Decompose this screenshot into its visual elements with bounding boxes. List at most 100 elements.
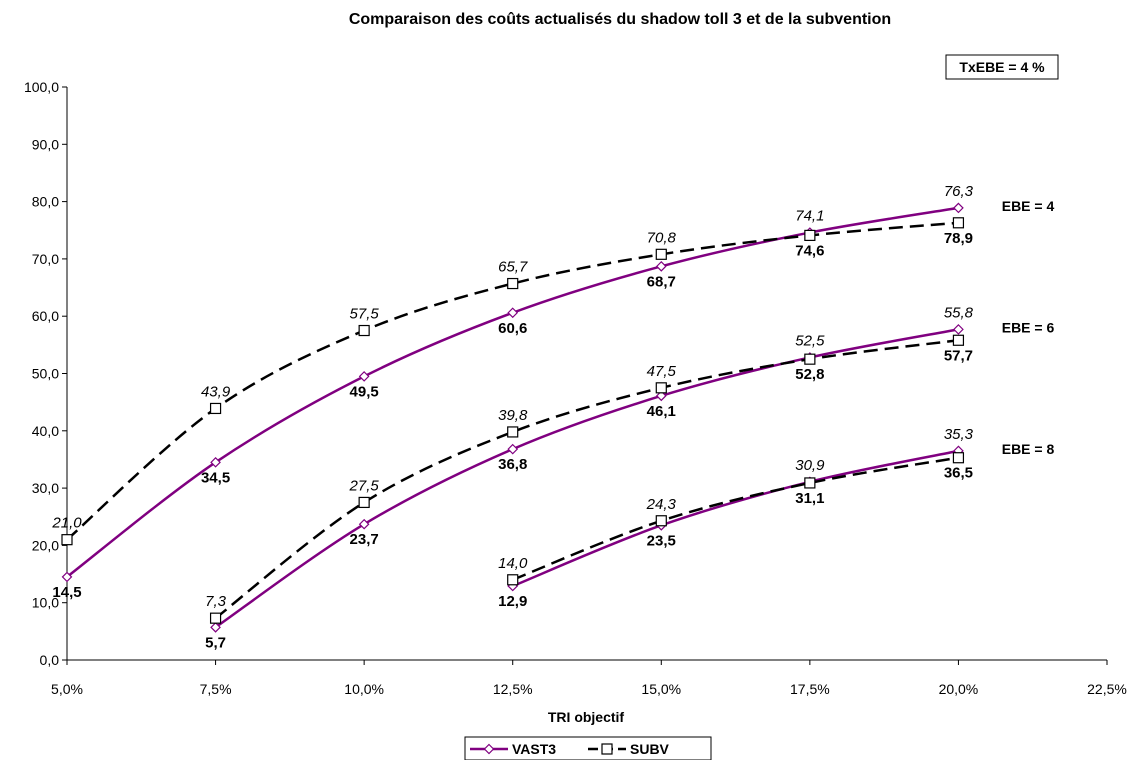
- vast3-point: [210, 456, 221, 468]
- vast3-data-label: 5,7: [205, 634, 226, 651]
- vast3-point: [655, 261, 667, 272]
- y-tick-label: 100,0: [24, 79, 59, 95]
- subv-point: [952, 217, 965, 229]
- subv-point: [655, 515, 667, 527]
- subv-data-label: 27,5: [349, 477, 380, 494]
- subv-data-label: 55,8: [944, 304, 974, 321]
- x-tick-label: 22,5%: [1087, 681, 1127, 697]
- group-labels: EBE = 4 EBE = 6 EBE = 8: [1002, 198, 1055, 457]
- y-tick-label: 80,0: [32, 194, 59, 210]
- x-tick-label: 20,0%: [939, 681, 979, 697]
- x-axis-title: TRI objectif: [548, 709, 625, 725]
- txebe-box: [945, 54, 1059, 80]
- series-line-subv-ebe-8: [512, 456, 959, 581]
- subv-data-label: 30,9: [795, 457, 825, 474]
- axes: 0,0 10,0 20,0 30,0 40,0 50,0 60,0 70,0 80,0 90,0 1…: [24, 79, 1127, 697]
- vast3-data-label: 46,1: [647, 403, 676, 420]
- subv-data-label: 65,7: [498, 259, 528, 276]
- subv-point: [507, 277, 519, 290]
- data-labels: 14,5 34,5 49,5 60,6 68,7 74,6 78,9 21,0 43,9 57,5…: [51, 183, 973, 651]
- y-tick-label: 50,0: [32, 366, 59, 382]
- vast3-data-label: 57,7: [944, 347, 973, 364]
- vast3-data-label: 52,8: [795, 366, 824, 383]
- subv-data-label: 21,0: [51, 515, 82, 532]
- y-tick-label: 40,0: [32, 423, 59, 439]
- vast3-data-label: 23,7: [350, 531, 379, 548]
- group-label: EBE = 6: [1002, 319, 1055, 335]
- vast3-data-label: 23,5: [647, 532, 676, 549]
- vast3-point: [507, 443, 519, 455]
- subv-point: [952, 452, 965, 464]
- vast3-point: [953, 324, 964, 335]
- data-markers: [61, 202, 965, 633]
- subv-point: [952, 334, 965, 346]
- y-tick-label: 30,0: [32, 480, 59, 496]
- legend-label-vast3: VAST3: [512, 741, 556, 757]
- subv-data-label: 35,3: [944, 426, 974, 443]
- subv-point: [358, 324, 370, 337]
- vast3-data-label: 12,9: [498, 593, 527, 610]
- vast3-data-label: 68,7: [647, 273, 676, 290]
- subv-data-label: 47,5: [647, 363, 677, 380]
- subv-point: [507, 426, 519, 438]
- vast3-point: [358, 518, 370, 530]
- chart-title: Comparaison des coûts actualisés du shad…: [349, 11, 891, 28]
- group-label: EBE = 4: [1002, 198, 1055, 214]
- vast3-data-label: 74,6: [795, 242, 824, 259]
- vast3-point: [210, 621, 221, 633]
- legend-label-subv: SUBV: [630, 741, 670, 757]
- legend-marker-vast3: [483, 743, 495, 755]
- y-tick-label: 10,0: [32, 595, 59, 611]
- y-tick-label: 70,0: [32, 251, 59, 267]
- subv-point: [804, 353, 816, 365]
- txebe-label: TxEBE = 4 %: [959, 59, 1045, 75]
- vast3-data-label: 78,9: [944, 230, 973, 247]
- x-tick-label: 7,5%: [200, 681, 232, 697]
- subv-data-label: 70,8: [647, 229, 677, 246]
- vast3-point: [507, 307, 519, 319]
- vast3-data-label: 49,5: [350, 383, 379, 400]
- series-line-subv-ebe-6: [214, 339, 959, 620]
- x-tick-label: 10,0%: [344, 681, 384, 697]
- y-tick-label: 0,0: [40, 652, 60, 668]
- legend: VAST3 SUBV: [464, 736, 712, 760]
- vast3-data-label: 36,5: [944, 465, 973, 482]
- subv-data-label: 39,8: [498, 407, 528, 424]
- y-tick-label: 90,0: [32, 136, 59, 152]
- subv-data-label: 76,3: [944, 183, 974, 200]
- legend-marker-subv: [601, 743, 613, 755]
- subv-data-label: 74,1: [795, 208, 824, 225]
- vast3-data-label: 34,5: [201, 469, 230, 486]
- vast3-point: [61, 571, 73, 583]
- subv-point: [655, 248, 667, 260]
- subv-point: [804, 477, 816, 489]
- vast3-data-label: 14,5: [52, 584, 81, 601]
- subv-point: [358, 496, 370, 509]
- series-line-vast3-ebe-6: [214, 328, 959, 629]
- subv-data-label: 43,9: [201, 383, 231, 400]
- group-label: EBE = 8: [1002, 441, 1055, 457]
- vast3-data-label: 60,6: [498, 320, 527, 337]
- subv-data-label: 14,0: [498, 555, 528, 572]
- vast3-point: [358, 371, 370, 382]
- subv-data-label: 24,3: [646, 496, 677, 513]
- x-tick-label: 5,0%: [51, 681, 83, 697]
- subv-point: [804, 229, 816, 242]
- subv-point: [61, 534, 73, 546]
- subv-data-label: 7,3: [205, 593, 227, 610]
- vast3-data-label: 36,8: [498, 456, 527, 473]
- x-tick-label: 15,0%: [641, 681, 681, 697]
- series-line-vast3-ebe-8: [512, 449, 959, 588]
- subv-data-label: 52,5: [795, 332, 825, 349]
- x-tick-label: 17,5%: [790, 681, 830, 697]
- subv-data-label: 57,5: [350, 306, 380, 323]
- vast3-data-label: 31,1: [795, 490, 824, 507]
- y-tick-label: 20,0: [32, 537, 59, 553]
- subv-point: [655, 382, 667, 394]
- subv-point: [507, 574, 519, 586]
- vast3-point: [953, 202, 964, 214]
- vast3-point: [655, 390, 667, 402]
- subv-point: [209, 612, 222, 624]
- y-tick-label: 60,0: [32, 308, 59, 324]
